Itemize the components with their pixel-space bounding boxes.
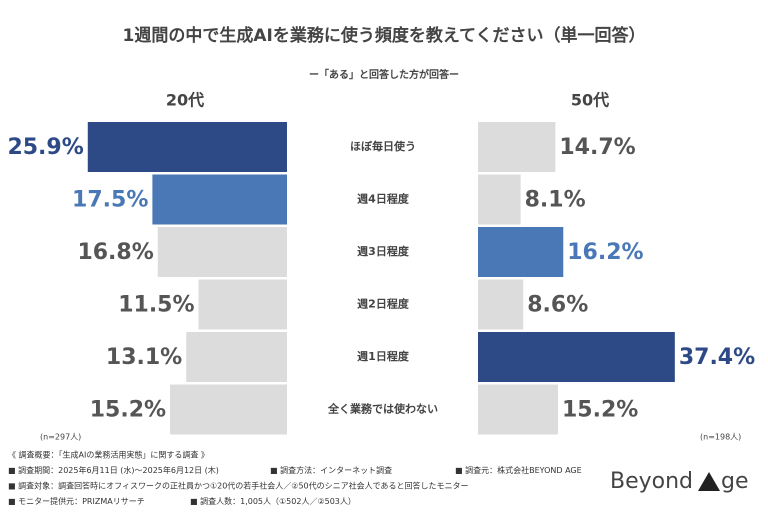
category-label: 全く業務では使わない: [327, 402, 438, 416]
bar: [478, 174, 521, 225]
value-label: 17.5%: [72, 188, 148, 213]
value-label: 37.4%: [679, 345, 755, 370]
series-name: 20代: [166, 91, 204, 110]
bar: [170, 384, 287, 435]
value-label: 15.2%: [90, 398, 166, 423]
sample-size: (n=297人): [40, 433, 81, 442]
footnote: ■ モニター提供元：PRIZMAリサーチ: [8, 496, 145, 506]
logo-text: Beyond: [610, 469, 693, 494]
bar: [478, 227, 564, 277]
value-label: 16.2%: [567, 240, 643, 265]
value-label: 8.1%: [525, 188, 586, 213]
bar: [198, 279, 287, 330]
footnote: ■ 調査方法：インターネット調査: [270, 465, 392, 475]
value-label: 25.9%: [7, 135, 83, 160]
category-label: 週3日程度: [357, 244, 410, 258]
bar: [478, 384, 558, 435]
bar: [186, 332, 287, 382]
series-name: 50代: [571, 91, 609, 110]
category-label: 週1日程度: [357, 349, 410, 363]
category-label: ほぼ毎日使う: [350, 139, 416, 153]
category-label: 週2日程度: [357, 297, 410, 311]
value-label: 14.7%: [559, 135, 635, 160]
logo-text: ge: [721, 469, 749, 494]
value-label: 8.6%: [527, 293, 588, 318]
sample-size: (n=198人): [700, 433, 741, 442]
value-label: 11.5%: [118, 293, 194, 318]
chart-subtitle: ー「ある」と回答した方が回答ー: [309, 68, 459, 81]
footnote: 《 調査概要：「生成AIの業務活用実態」に関する調査 》: [8, 450, 209, 460]
bar: [152, 174, 287, 225]
bar: [157, 227, 287, 277]
value-label: 16.8%: [77, 240, 153, 265]
bar: [478, 122, 556, 172]
bar: [478, 279, 524, 330]
footnote: ■ 調査対象：調査回答時にオフィスワークの正社員かつ①20代の若手社会人／②50…: [8, 481, 469, 491]
value-label: 15.2%: [562, 398, 638, 423]
footnote: ■ 調査期間：2025年6月11日 (水)〜2025年6月12日 (木): [8, 465, 219, 475]
chart-title: 1週間の中で生成AIを業務に使う頻度を教えてください（単一回答）: [123, 25, 646, 46]
footnote: ■ 調査人数：1,005人（①502人／②503人）: [190, 496, 356, 506]
logo-triangle: [698, 472, 720, 491]
bar: [87, 122, 288, 172]
bar: [478, 332, 675, 382]
category-label: 週4日程度: [357, 192, 410, 206]
footnote: ■ 調査元：株式会社BEYOND AGE: [455, 465, 582, 475]
value-label: 13.1%: [106, 345, 182, 370]
